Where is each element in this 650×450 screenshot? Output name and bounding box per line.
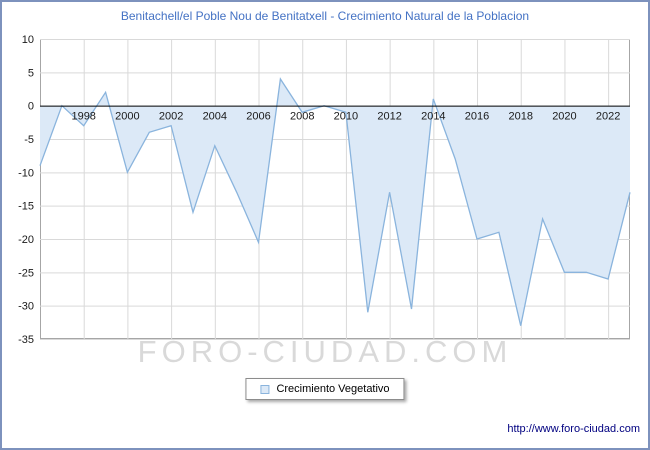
- svg-text:2002: 2002: [159, 111, 183, 123]
- legend-label: Crecimiento Vegetativo: [276, 383, 390, 395]
- svg-text:1998: 1998: [71, 111, 95, 123]
- svg-text:-25: -25: [18, 267, 34, 279]
- legend: Crecimiento Vegetativo: [245, 378, 405, 400]
- svg-text:-20: -20: [18, 234, 34, 246]
- page-title: Benitachell/el Poble Nou de Benitatxell …: [120, 9, 530, 23]
- svg-text:-5: -5: [24, 134, 34, 146]
- svg-text:5: 5: [28, 67, 34, 79]
- watermark: FORO-CIUDAD.COM: [137, 334, 513, 369]
- source-url-link[interactable]: http://www.foro-ciudad.com: [507, 423, 640, 435]
- svg-text:0: 0: [28, 101, 34, 113]
- svg-text:2020: 2020: [552, 111, 576, 123]
- svg-text:2010: 2010: [334, 111, 358, 123]
- svg-text:2004: 2004: [203, 111, 227, 123]
- svg-text:10: 10: [22, 34, 34, 46]
- svg-text:2000: 2000: [115, 111, 139, 123]
- svg-text:-15: -15: [18, 201, 34, 213]
- svg-text:2012: 2012: [377, 111, 401, 123]
- svg-text:-35: -35: [18, 334, 34, 346]
- svg-text:2016: 2016: [465, 111, 489, 123]
- svg-text:2006: 2006: [246, 111, 270, 123]
- svg-text:2022: 2022: [596, 111, 620, 123]
- svg-text:2014: 2014: [421, 111, 445, 123]
- svg-text:-30: -30: [18, 301, 34, 313]
- svg-text:2018: 2018: [508, 111, 532, 123]
- svg-text:2008: 2008: [290, 111, 314, 123]
- legend-swatch-icon: [260, 384, 270, 394]
- svg-text:-10: -10: [18, 167, 34, 179]
